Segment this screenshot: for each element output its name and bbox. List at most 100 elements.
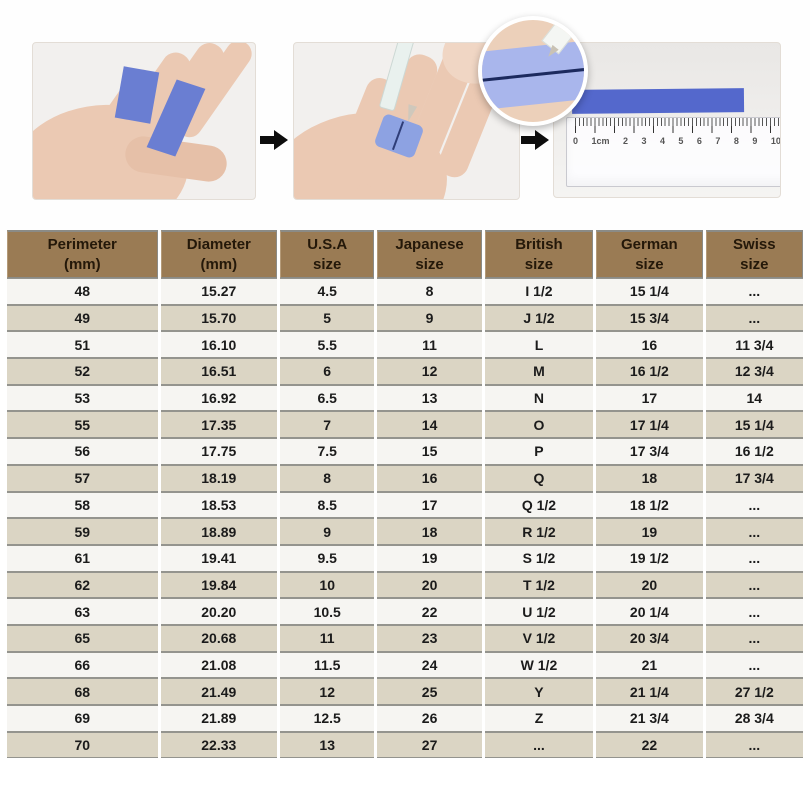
cell-perimeter: 51: [7, 331, 158, 359]
cell-usa: 13: [280, 731, 375, 759]
cell-perimeter: 70: [7, 731, 158, 759]
cell-british: S 1/2: [484, 544, 594, 572]
cell-british: V 1/2: [484, 624, 594, 652]
table-row: 63 20.20 10.5 22 U 1/2 20 1/4...: [7, 598, 803, 625]
cell-diameter: 17.75: [160, 438, 278, 465]
ruler-label: 0: [573, 136, 579, 146]
cell-perimeter: 52: [7, 358, 158, 385]
ruler-label: 5: [678, 136, 684, 146]
cell-usa: 7.5: [280, 438, 375, 465]
cell-japanese: 17: [377, 491, 482, 519]
ruler-labels: 0 1cm 2 3 4 5 6 7 8 9 10: [573, 136, 780, 146]
cell-usa: 10.5: [280, 598, 375, 625]
cell-british: Z: [484, 705, 594, 732]
cell-perimeter: 68: [7, 678, 158, 705]
cell-japanese: 26: [377, 705, 482, 732]
cell-swiss: ...: [705, 571, 803, 599]
cell-perimeter: 62: [7, 571, 158, 599]
measurement-steps: 0 1cm 2 3 4 5 6 7 8 9 10: [0, 0, 810, 230]
table-row: 55 17.35 7 14 O 17 1/4 15 1/4: [7, 411, 803, 439]
cell-japanese: 18: [377, 518, 482, 545]
cell-german: 16 1/2: [596, 358, 703, 385]
cell-perimeter: 57: [7, 464, 158, 492]
cell-usa: 5: [280, 304, 375, 332]
ring-size-table-section: Perimeter (mm) Diameter (mm) U.S.A size Jap…: [0, 230, 810, 759]
cell-swiss: 15 1/4: [705, 411, 803, 439]
cell-usa: 7: [280, 411, 375, 439]
cell-british: Y: [484, 678, 594, 705]
cell-swiss: 11 3/4: [705, 331, 803, 359]
cell-swiss: 16 1/2: [705, 438, 803, 465]
cell-japanese: 22: [377, 598, 482, 625]
cell-usa: 8: [280, 464, 375, 492]
cell-german: 17: [596, 384, 703, 412]
ruler-ticks: [575, 118, 780, 134]
cell-german: 21 1/4: [596, 678, 703, 705]
cell-usa: 9.5: [280, 544, 375, 572]
cell-british: M: [484, 358, 594, 385]
table-row: 68 21.49 12 25 Y 21 1/4 27 1/2: [7, 678, 803, 705]
cell-perimeter: 69: [7, 705, 158, 732]
table-row: 65 20.68 11 23 V 1/2 20 3/4...: [7, 624, 803, 652]
col-header-diameter: Diameter (mm): [160, 230, 278, 278]
table-row: 57 18.19 8 16 Q 18 17 3/4: [7, 464, 803, 492]
cell-diameter: 18.53: [160, 491, 278, 519]
cell-diameter: 21.89: [160, 705, 278, 732]
table-row: 62 19.84 10 20 T 1/2 20...: [7, 571, 803, 599]
cell-japanese: 15: [377, 438, 482, 465]
cell-british: L: [484, 331, 594, 359]
cell-usa: 4.5: [280, 278, 375, 305]
table-row: 69 21.89 12.5 26 Z 21 3/4 28 3/4: [7, 705, 803, 732]
cell-british: Q: [484, 464, 594, 492]
cell-usa: 10: [280, 571, 375, 599]
cell-diameter: 19.84: [160, 571, 278, 599]
cell-swiss: ...: [705, 624, 803, 652]
cell-german: 20 3/4: [596, 624, 703, 652]
cell-swiss: 17 3/4: [705, 464, 803, 492]
cell-usa: 12: [280, 678, 375, 705]
col-header-perimeter: Perimeter (mm): [7, 230, 158, 278]
cell-swiss: 27 1/2: [705, 678, 803, 705]
cell-diameter: 16.10: [160, 331, 278, 359]
cell-usa: 12.5: [280, 705, 375, 732]
ruler-label: 1cm: [591, 136, 610, 146]
cell-perimeter: 56: [7, 438, 158, 465]
cell-british: T 1/2: [484, 571, 594, 599]
cell-japanese: 9: [377, 304, 482, 332]
cell-diameter: 18.19: [160, 464, 278, 492]
cell-swiss: ...: [705, 651, 803, 679]
col-header-german: German size: [596, 230, 703, 278]
cell-german: 20: [596, 571, 703, 599]
cell-perimeter: 55: [7, 411, 158, 439]
cell-usa: 9: [280, 518, 375, 545]
cell-usa: 8.5: [280, 491, 375, 519]
cell-swiss: 28 3/4: [705, 705, 803, 732]
cell-german: 19: [596, 518, 703, 545]
cell-perimeter: 66: [7, 651, 158, 679]
ruler-label: 9: [752, 136, 758, 146]
ruler: 0 1cm 2 3 4 5 6 7 8 9 10: [566, 117, 780, 187]
cell-usa: 11.5: [280, 651, 375, 679]
table-row: 49 15.70 5 9 J 1/2 15 3/4...: [7, 304, 803, 332]
table-row: 53 16.92 6.5 13 N 17 14: [7, 384, 803, 412]
ruler-label: 7: [715, 136, 721, 146]
cell-usa: 11: [280, 624, 375, 652]
ruler-label: 6: [696, 136, 702, 146]
cell-perimeter: 61: [7, 544, 158, 572]
cell-german: 21: [596, 651, 703, 679]
table-row: 70 22.33 13 27... 22...: [7, 731, 803, 759]
cell-german: 17 1/4: [596, 411, 703, 439]
cell-german: 15 3/4: [596, 304, 703, 332]
step3-photo-measuring-with-ruler: 0 1cm 2 3 4 5 6 7 8 9 10: [553, 42, 781, 198]
cell-perimeter: 53: [7, 384, 158, 412]
cell-british: Q 1/2: [484, 491, 594, 519]
cell-perimeter: 59: [7, 518, 158, 545]
table-row: 59 18.89 9 18 R 1/2 19...: [7, 518, 803, 545]
table-row: 51 16.10 5.5 11 L 16 11 3/4: [7, 331, 803, 359]
cell-diameter: 18.89: [160, 518, 278, 545]
cell-british: N: [484, 384, 594, 412]
cell-diameter: 20.20: [160, 598, 278, 625]
cell-diameter: 15.27: [160, 278, 278, 305]
zoom-inset-circle: [478, 16, 588, 126]
cell-diameter: 15.70: [160, 304, 278, 332]
